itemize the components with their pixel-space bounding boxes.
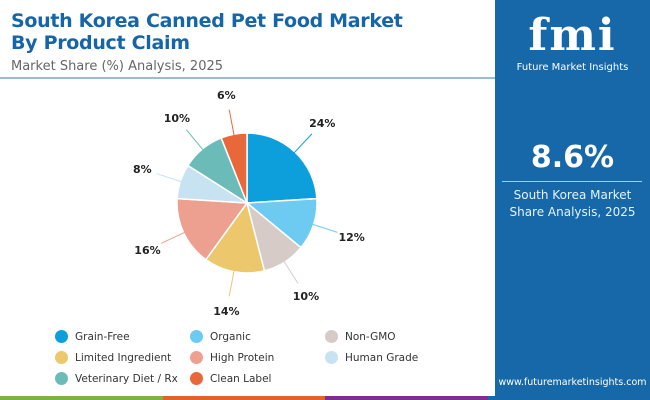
legend-label: Veterinary Diet / Rx xyxy=(75,372,178,385)
data-label: 16% xyxy=(134,244,160,257)
legend-item: Limited Ingredient xyxy=(55,350,190,365)
pie-slice-grain-free xyxy=(246,132,318,204)
leader-line xyxy=(279,255,299,284)
legend-swatch xyxy=(325,330,338,343)
legend-item: Organic xyxy=(190,329,325,344)
website-url[interactable]: www.futuremarketinsights.com xyxy=(498,377,647,388)
data-label: 10% xyxy=(293,290,319,303)
leader-line xyxy=(305,221,338,233)
legend-item: Human Grade xyxy=(325,350,460,365)
data-label: 6% xyxy=(217,89,236,102)
chart-subtitle: Market Share (%) Analysis, 2025 xyxy=(11,59,224,74)
logo-mark: fmi xyxy=(528,10,617,61)
side-panel: fmi Future Market Insights 8.6% South Ko… xyxy=(495,0,650,400)
data-label: 12% xyxy=(338,231,364,244)
legend-label: Clean Label xyxy=(210,372,272,385)
color-bar-segment xyxy=(325,396,488,400)
leader-line xyxy=(186,129,208,156)
leader-line xyxy=(289,133,313,159)
legend-item: High Protein xyxy=(190,350,325,365)
legend-item: Grain-Free xyxy=(55,329,190,344)
color-bar-segment xyxy=(0,396,163,400)
header-divider xyxy=(0,77,495,79)
data-label: 8% xyxy=(133,163,152,176)
legend-swatch xyxy=(190,330,203,343)
legend-swatch xyxy=(325,351,338,364)
data-label: 10% xyxy=(164,112,190,125)
color-bar-segment xyxy=(162,396,325,400)
stat-divider xyxy=(502,181,642,182)
leader-line xyxy=(228,263,236,297)
legend-label: Organic xyxy=(210,330,251,343)
market-share-stat: 8.6% xyxy=(530,140,615,175)
logo-name: Future Market Insights xyxy=(516,62,629,73)
legend-label: Non-GMO xyxy=(345,330,396,343)
market-share-label: South Korea Market Share Analysis, 2025 xyxy=(509,188,636,219)
pie-chart: 24% 12% 10% 14% 16% 8% 10% 6% xyxy=(133,89,365,318)
legend-swatch xyxy=(190,351,203,364)
legend-item: Clean Label xyxy=(190,371,325,386)
data-label: 14% xyxy=(213,305,239,318)
legend: Grain-Free Organic Non-GMO Limited Ingredie… xyxy=(55,329,460,386)
legend-item: Veterinary Diet / Rx xyxy=(55,371,190,386)
bottom-color-bar xyxy=(0,396,650,400)
legend-label: Human Grade xyxy=(345,351,419,364)
legend-label: Grain-Free xyxy=(75,330,130,343)
legend-label: Limited Ingredient xyxy=(75,351,172,364)
fmi-logo: fmi Future Market Insights xyxy=(515,10,630,73)
leader-line xyxy=(228,109,236,143)
legend-swatch xyxy=(190,372,203,385)
legend-swatch xyxy=(55,372,68,385)
legend-item: Non-GMO xyxy=(325,329,460,344)
chart-title: South Korea Canned Pet Food Market By Pr… xyxy=(11,10,403,54)
legend-swatch xyxy=(55,351,68,364)
leader-line xyxy=(156,173,189,185)
data-label: 24% xyxy=(309,117,335,130)
legend-label: High Protein xyxy=(210,351,275,364)
color-bar-segment xyxy=(487,396,650,400)
legend-swatch xyxy=(55,330,68,343)
leader-line xyxy=(160,228,192,244)
